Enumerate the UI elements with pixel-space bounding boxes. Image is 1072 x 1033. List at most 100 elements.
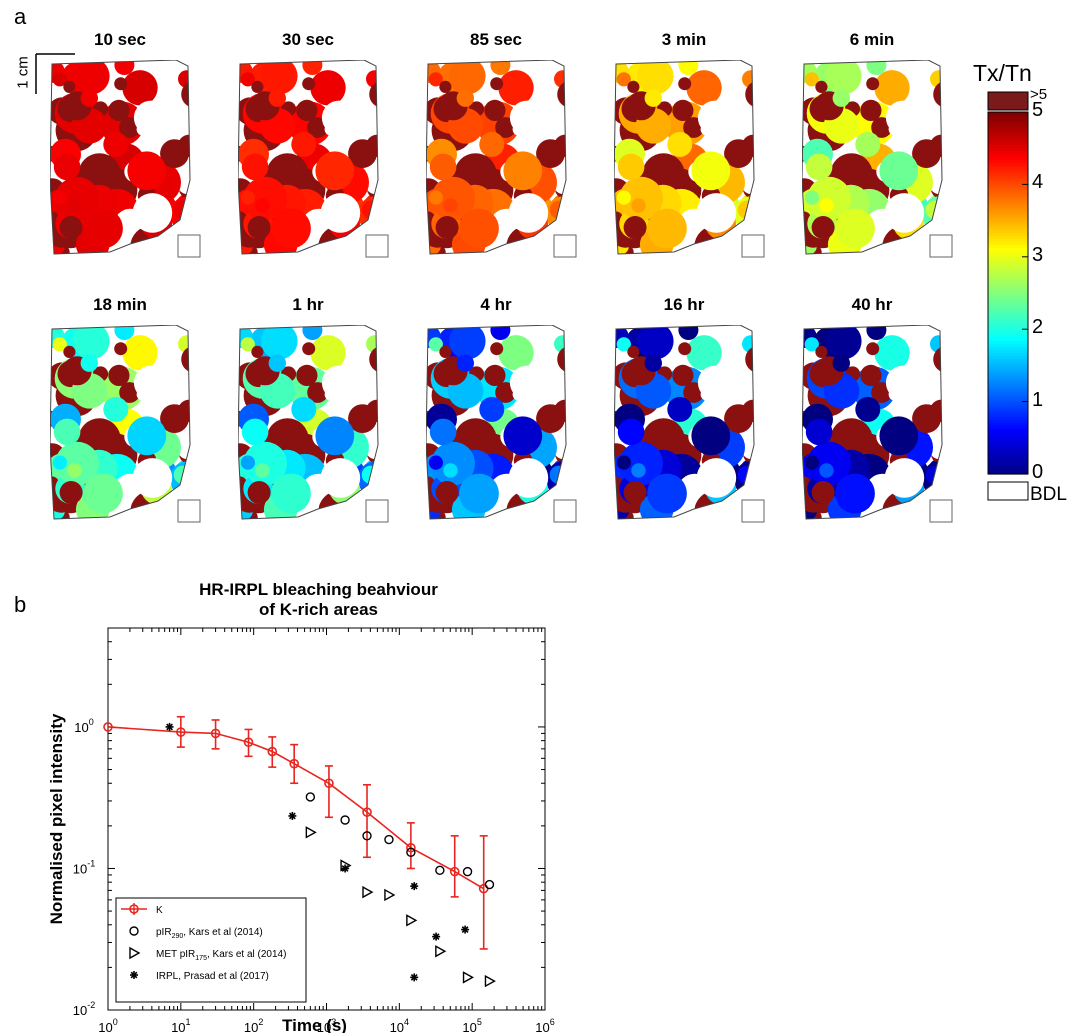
colorbar-segment <box>988 223 1028 228</box>
map-blob <box>741 174 754 195</box>
k-point <box>176 727 186 737</box>
map-blob <box>315 416 355 456</box>
colorbar-segment <box>988 314 1028 318</box>
map-blob <box>627 80 640 93</box>
colorbar-segment <box>988 184 1028 189</box>
map-blob <box>874 335 910 371</box>
map-blob <box>247 481 271 504</box>
colorbar-segment <box>988 250 1028 255</box>
map-blob <box>616 72 631 87</box>
k-point <box>406 842 416 853</box>
luminescence-map <box>50 325 201 523</box>
colorbar-segment <box>988 443 1028 448</box>
colorbar-segment <box>988 286 1028 291</box>
sample-outline <box>802 325 943 520</box>
map-blob <box>815 80 828 93</box>
map-blob <box>302 342 316 356</box>
colorbar-segment <box>988 169 1028 173</box>
map-blob <box>825 60 862 95</box>
map-blob <box>149 242 178 254</box>
colorbar-segment <box>988 317 1028 321</box>
legend-label: pIR290, Kars et al (2014) <box>156 927 263 940</box>
map-blob <box>667 516 681 519</box>
map-blob <box>804 455 819 470</box>
x-tick-label: 100 <box>98 1017 117 1033</box>
map-blob <box>268 89 286 107</box>
x-tick-label: 101 <box>171 1017 190 1033</box>
map-blob <box>177 174 190 195</box>
k-error-bar <box>324 765 333 819</box>
colorbar-segment <box>988 344 1028 348</box>
k-point <box>267 746 278 757</box>
map-blob <box>697 100 733 135</box>
map-blob <box>177 439 190 460</box>
colorbar-segment <box>988 157 1028 161</box>
k-error-bar <box>244 728 253 758</box>
map-blob <box>866 60 887 75</box>
k-error-bar <box>176 715 185 748</box>
colorbar-segment <box>988 299 1028 303</box>
map-blob <box>934 215 942 236</box>
map-blob <box>825 325 862 360</box>
map-blob <box>647 473 687 514</box>
map-title: 4 hr <box>480 295 512 314</box>
map-blob <box>439 345 452 358</box>
map-title: 85 sec <box>470 30 522 49</box>
map-blob <box>929 174 942 195</box>
panel-b-letter: b <box>14 592 27 617</box>
sample-outline <box>426 325 567 520</box>
colorbar-segment <box>988 449 1028 454</box>
map-blob <box>114 60 135 75</box>
colorbar-segment <box>988 458 1028 463</box>
reference-square <box>553 499 577 523</box>
map-blob <box>855 516 869 519</box>
map-blob <box>59 481 83 504</box>
map-blob <box>890 502 932 519</box>
map-blob <box>647 208 687 249</box>
colorbar-segment <box>988 118 1028 122</box>
map-blob <box>832 89 850 107</box>
colorbar-segment <box>988 199 1028 204</box>
map-blob <box>811 216 835 239</box>
map-blob <box>73 325 110 360</box>
map-blob <box>742 70 754 88</box>
map-blob <box>52 72 67 87</box>
irpl-point <box>341 864 350 873</box>
luminescence-map <box>238 325 389 523</box>
map-title: 40 hr <box>851 295 893 314</box>
colorbar-segment <box>988 112 1028 116</box>
map-blob <box>557 345 566 373</box>
map-blob <box>240 72 255 87</box>
colorbar-segment <box>988 437 1028 442</box>
colorbar-segment <box>988 127 1028 131</box>
map-blob <box>83 473 123 514</box>
map-blob <box>616 190 631 205</box>
colorbar-segment <box>988 133 1028 137</box>
map-blob <box>804 72 819 87</box>
map-blob <box>637 60 674 95</box>
map-blob <box>67 198 82 213</box>
map-blob <box>302 325 323 340</box>
map-blob <box>133 100 169 135</box>
map-blob <box>729 388 746 405</box>
colorbar-tick-label: 2 <box>1032 316 1044 339</box>
luminescence-map <box>802 325 953 523</box>
map-blob <box>310 70 346 106</box>
map-blob <box>678 325 699 340</box>
colorbar-segment <box>988 419 1028 424</box>
map-blob <box>885 100 921 135</box>
colorbar-segment <box>988 467 1028 472</box>
map-blob <box>702 237 744 254</box>
map-blob <box>103 516 117 519</box>
colorbar-segment <box>988 187 1028 192</box>
map-blob <box>819 198 834 213</box>
colorbar-segment <box>988 247 1028 252</box>
map-blob <box>178 335 190 353</box>
map-blob <box>811 481 835 504</box>
colorbar-segment <box>988 124 1028 128</box>
map-blob <box>103 396 129 422</box>
map-blob <box>63 345 76 358</box>
luminescence-map <box>802 60 953 258</box>
map-blob <box>243 176 287 221</box>
